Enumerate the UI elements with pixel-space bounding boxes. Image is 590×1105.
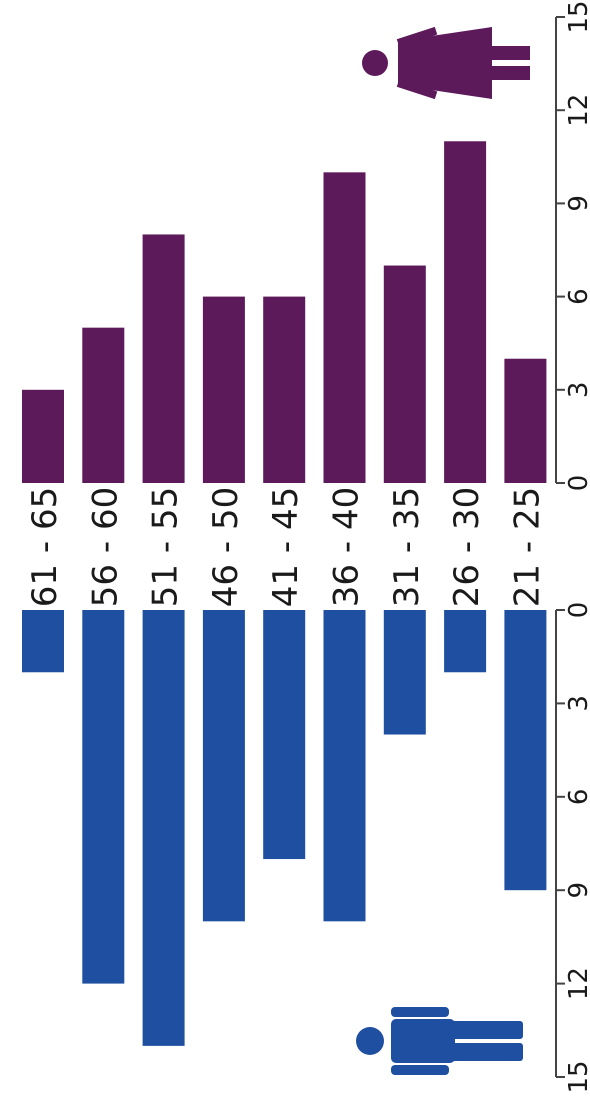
female-tick-label-9: 9 [564, 195, 590, 212]
female-tick-label-15: 15 [564, 0, 590, 33]
female-tick-label-6: 6 [564, 288, 590, 305]
age-label-46-50: 46 - 50 [206, 487, 246, 607]
male-bar-56-60 [82, 610, 125, 984]
female-bar-61-65 [22, 389, 64, 483]
female-bar-51-55 [142, 234, 185, 483]
female-tick-label-12: 12 [564, 94, 590, 127]
age-label-36-40: 36 - 40 [327, 487, 367, 607]
female-icon [362, 26, 530, 100]
male-tick-label-12: 12 [564, 967, 590, 1000]
male-icon [356, 1007, 523, 1075]
age-label-61-65: 61 - 65 [25, 487, 65, 607]
male-bars [22, 610, 547, 1046]
female-value-axis: 0 3 6 9 12 15 [555, 0, 590, 492]
age-label-21-25: 21 - 25 [507, 487, 547, 607]
male-bar-61-65 [22, 610, 64, 673]
female-tick-label-3: 3 [564, 382, 590, 399]
age-label-56-60: 56 - 60 [85, 487, 125, 607]
male-tick-label-3: 3 [564, 695, 590, 712]
female-bar-41-45 [263, 296, 306, 483]
male-bar-46-50 [202, 610, 245, 922]
male-bar-31-35 [383, 610, 426, 735]
male-tick-label-9: 9 [564, 882, 590, 899]
age-label-51-55: 51 - 55 [146, 487, 186, 607]
male-bar-41-45 [263, 610, 306, 860]
age-label-41-45: 41 - 45 [266, 487, 306, 607]
male-value-axis: 0 3 6 9 12 15 [555, 602, 590, 1094]
male-bar-36-40 [323, 610, 366, 922]
male-bar-26-30 [444, 610, 487, 673]
age-label-26-30: 26 - 30 [447, 487, 487, 607]
age-group-labels: 61 - 65 56 - 60 51 - 55 46 - 50 41 - 45 36 - … [25, 487, 547, 607]
male-tick-label-6: 6 [564, 789, 590, 806]
male-bar-51-55 [142, 610, 185, 1046]
female-bar-26-30 [444, 141, 487, 483]
female-bar-56-60 [82, 327, 125, 483]
male-tick-label-0: 0 [564, 602, 590, 619]
female-tick-label-0: 0 [564, 475, 590, 492]
male-bar-21-25 [504, 610, 547, 891]
female-bar-21-25 [504, 358, 547, 483]
age-label-31-35: 31 - 35 [387, 487, 427, 607]
female-bar-31-35 [383, 265, 426, 483]
male-tick-label-15: 15 [564, 1060, 590, 1093]
female-bar-46-50 [202, 296, 245, 483]
female-bars [22, 141, 547, 484]
female-bar-36-40 [323, 172, 366, 484]
